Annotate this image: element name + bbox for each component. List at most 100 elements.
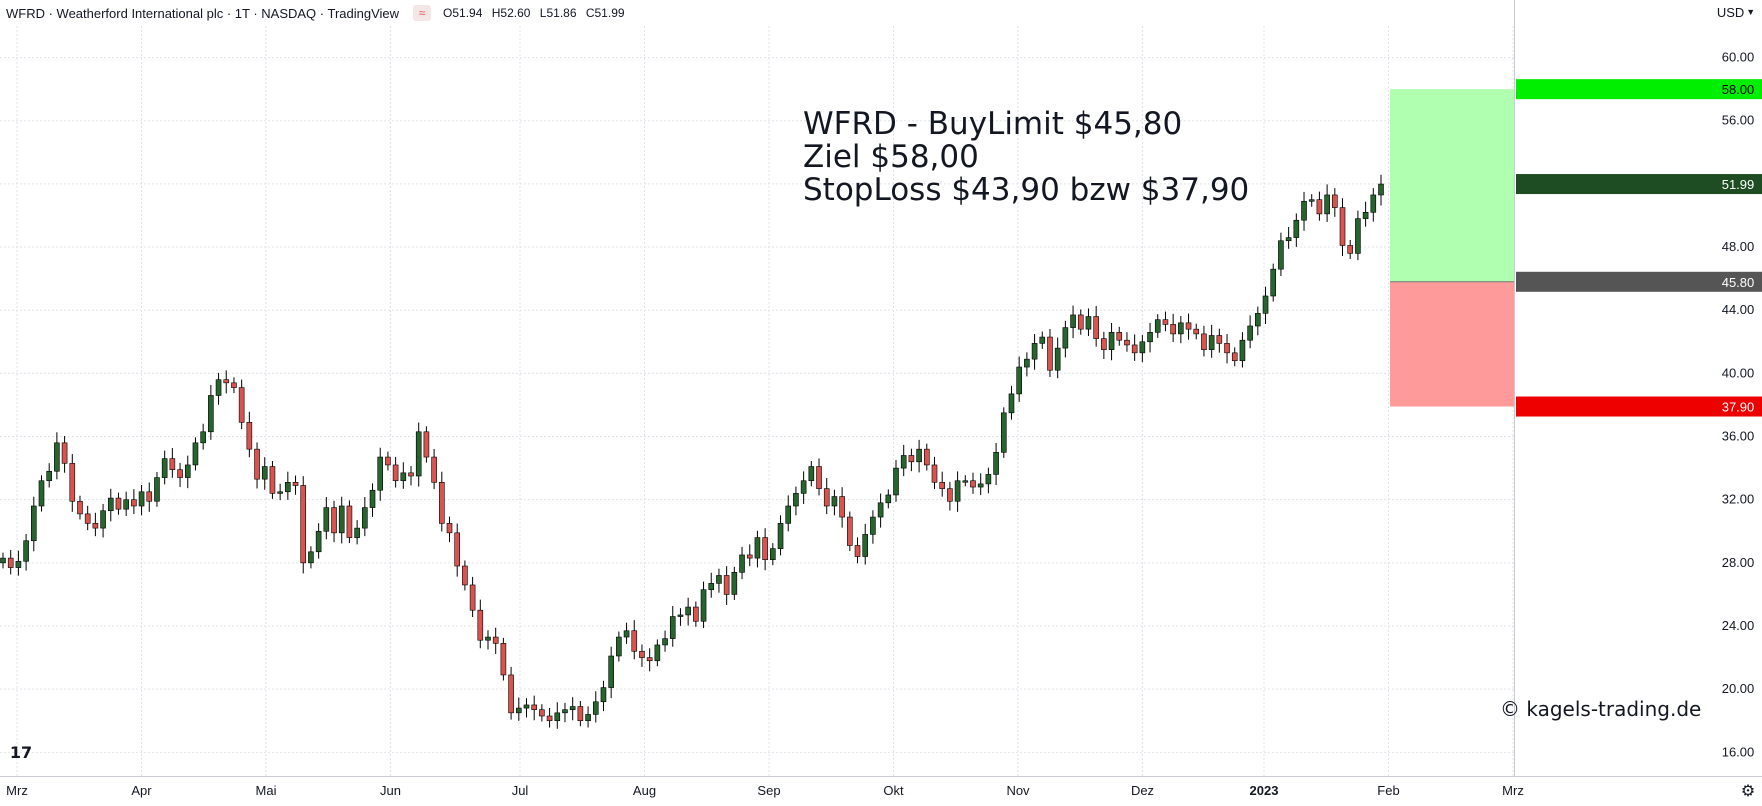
candle-body [54,442,60,472]
candle-body [993,452,999,475]
close-value: C51.99 [585,6,625,20]
candle-body [69,463,76,502]
candle-body [862,534,869,557]
candle-body [1278,240,1284,270]
currency-label: USD [1716,4,1745,20]
candle-body [1231,352,1238,362]
candle-body [608,655,614,688]
price-label-text-target: 58.00 [1722,82,1755,97]
y-tick-label: 44.00 [1722,302,1755,317]
candle-body [523,704,530,709]
candle-body [200,431,206,444]
candle-body [362,507,368,529]
candle-body [508,674,514,714]
candle-body [277,491,283,494]
x-tick-label: Mai [256,783,277,798]
candle-body [808,466,815,482]
candle-body [154,477,160,502]
candle-body [854,545,861,557]
price-label-text-stop: 37.90 [1722,400,1755,415]
candle-body [977,483,984,488]
candle-body [931,464,938,483]
candle-body [1093,316,1099,339]
candle-body [1154,319,1161,333]
price-label-text-entry: 45.80 [1722,275,1755,290]
annotation-line-1: WFRD - BuyLimit $45,80 [803,106,1183,142]
x-tick-label: Mrz [6,783,28,798]
candle-body [1185,322,1192,330]
candle-body [800,480,807,494]
candle-body [1178,322,1184,335]
candle-body [462,565,468,586]
candle-body [515,707,522,714]
candle-body [107,497,114,512]
gear-icon[interactable]: ⚙ [1740,780,1756,800]
candle-body [639,650,645,658]
candle-body [369,489,376,508]
candle-body [716,575,722,584]
stop-zone [1390,281,1514,407]
candle-body [392,464,399,482]
open-value: O51.94 [443,6,483,20]
candle-body [261,466,268,480]
candle-body [238,387,245,423]
trade-annotation: WFRD - BuyLimit $45,80 Ziel $58,00 StopL… [803,108,1249,207]
y-tick-label: 60.00 [1722,50,1755,65]
y-tick-label: 20.00 [1722,681,1755,696]
candle-body [577,706,584,722]
candle-body [1131,344,1138,354]
price-label-last [1516,174,1762,195]
candle-body [469,584,476,611]
candle-body [1339,207,1346,246]
candle-body [908,455,915,463]
chevron-down-icon: ▼ [1746,7,1756,17]
indicator-icon[interactable]: ≈ [413,5,432,21]
candle-body [354,527,360,538]
candle-body [177,469,183,478]
candle-body [208,395,214,433]
candle-body [947,488,953,502]
candle-body [785,505,792,524]
candle-body [546,715,553,722]
candle-body [84,513,91,524]
x-tick-label: Jun [380,783,401,798]
candle-body [215,379,222,396]
candle-body [1216,335,1223,344]
candle-body [1139,341,1146,354]
candle-body [115,497,122,510]
candle-body [1308,199,1315,202]
candle-body [970,480,976,488]
candle-body [308,551,314,564]
y-tick-label: 48.00 [1722,239,1755,254]
candle-body [739,554,745,573]
candle-body [477,609,484,641]
candle-body [1347,245,1354,254]
candle-body [492,636,499,644]
ohlc-values: O51.94 H52.60 L51.86 C51.99 [443,6,631,20]
candle-body [415,431,422,477]
candle-body [646,657,653,662]
candle-body [1239,339,1246,362]
candle-body [1116,332,1123,341]
y-tick-label: 56.00 [1722,113,1755,128]
candle-body [731,572,738,595]
candle-body [131,499,137,507]
candle-body [161,458,168,478]
tradingview-logo-icon[interactable]: 17 [9,742,33,762]
x-tick-label: Aug [633,783,656,798]
candle-body [985,474,992,485]
candle-body [623,630,630,638]
currency-selector[interactable]: USD ▼ [1712,2,1760,22]
candle-body [323,507,330,532]
x-tick-label: Mrz [1502,783,1524,798]
candle-body [839,496,845,518]
candle-body [1293,219,1300,238]
candle-body [1270,268,1277,297]
candle-body [146,491,153,502]
symbol-title[interactable]: WFRD · Weatherford International plc · 1… [6,5,400,21]
candle-body [1039,336,1046,344]
candle-body [793,493,799,507]
price-label-target [1516,79,1762,100]
candle-body [1108,332,1115,350]
